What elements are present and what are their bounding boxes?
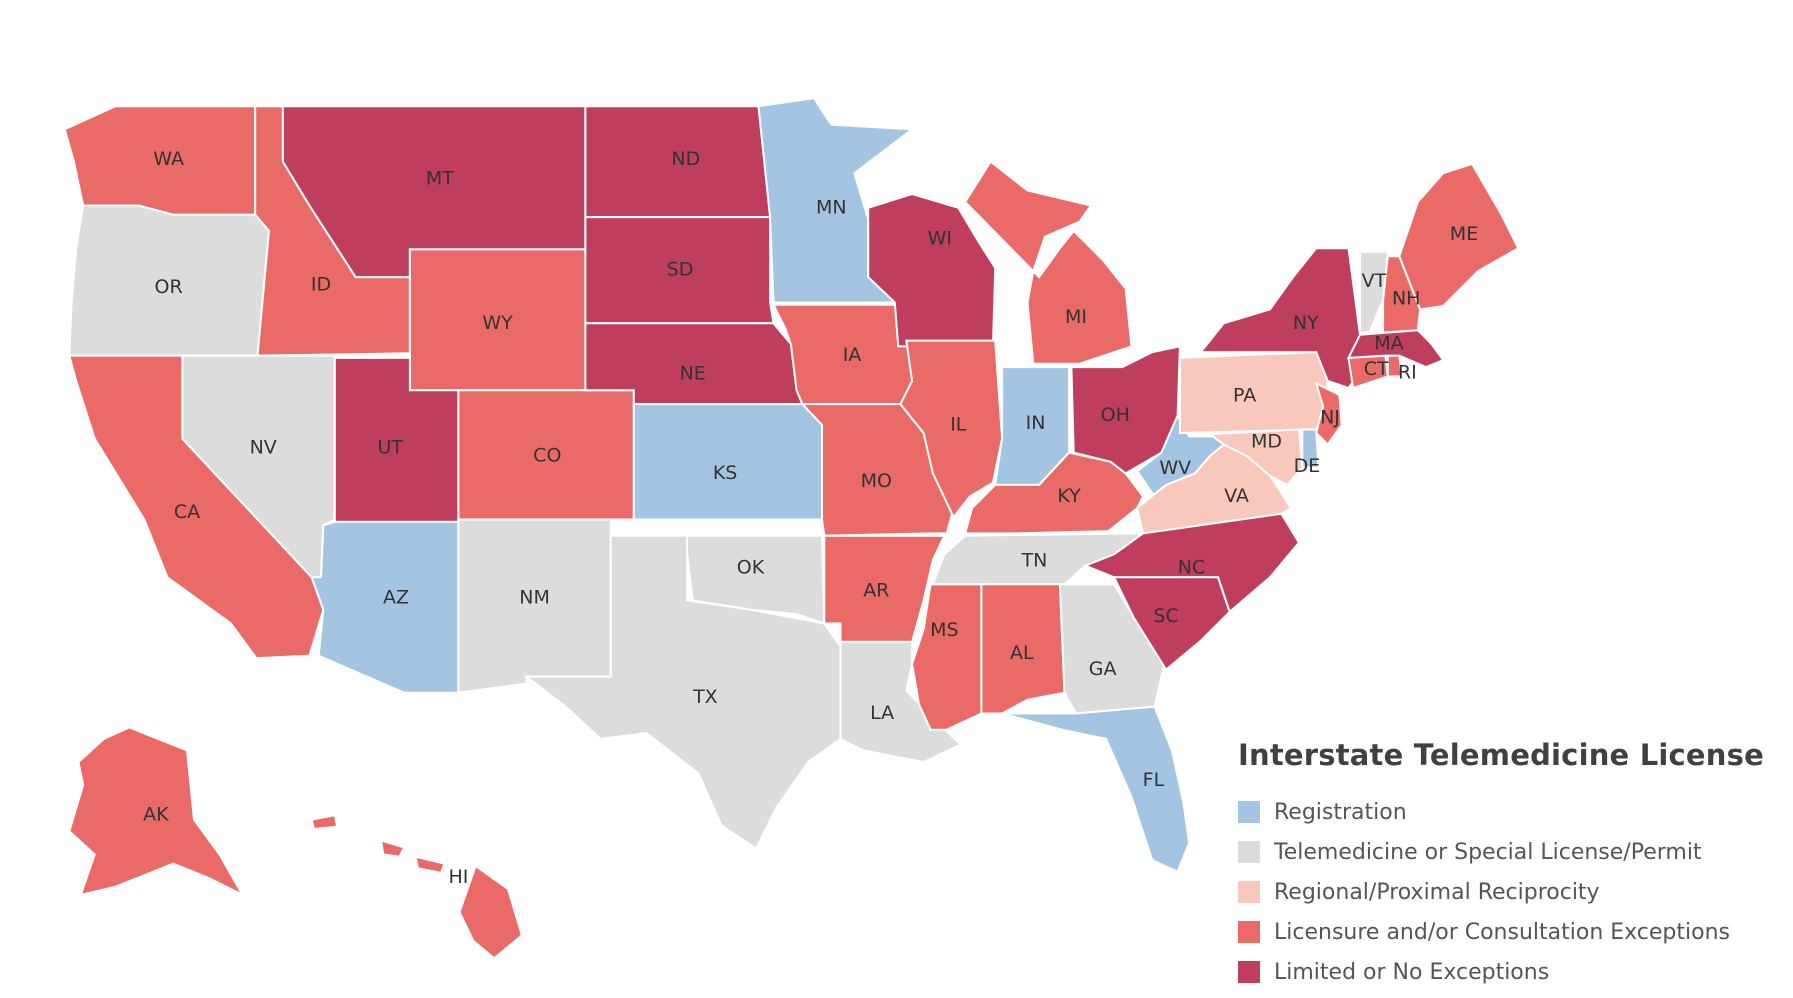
legend-item-limited[interactable]: Limited or No Exceptions [1238,952,1778,992]
state-ky[interactable] [963,451,1145,535]
state-label-nd: ND [671,148,700,170]
state-label-ks: KS [713,462,738,484]
legend-title: Interstate Telemedicine License [1238,738,1764,772]
legend: Interstate Telemedicine License Registra… [1238,738,1778,992]
state-label-nc: NC [1178,557,1205,579]
state-label-ne: NE [680,363,706,385]
state-label-il: IL [950,413,967,435]
state-label-ga: GA [1089,658,1117,680]
state-label-ri: RI [1398,361,1417,383]
legend-item-exceptions[interactable]: Licensure and/or Consultation Exceptions [1238,912,1778,952]
state-hi[interactable] [310,813,339,831]
state-label-vt: VT [1362,270,1387,292]
state-label-sc: SC [1153,605,1178,627]
state-label-ma: MA [1374,333,1403,355]
state-ny[interactable] [1198,247,1364,390]
state-label-tn: TN [1021,550,1048,572]
state-label-mn: MN [816,196,847,218]
legend-swatch-reciprocity [1238,881,1260,903]
state-label-ct: CT [1364,358,1389,380]
state-vt[interactable] [1359,250,1389,334]
legend-swatch-exceptions [1238,921,1260,943]
state-me[interactable] [1398,162,1520,311]
state-label-ms: MS [930,619,958,641]
state-md[interactable] [1207,428,1304,487]
state-label-wv: WV [1159,457,1191,479]
state-label-oh: OH [1101,404,1130,426]
state-label-nm: NM [519,587,550,609]
state-label-ut: UT [377,437,403,459]
state-label-sd: SD [667,259,694,281]
state-de[interactable] [1301,428,1320,469]
state-label-ak: AK [143,804,169,826]
state-label-mt: MT [426,168,454,190]
legend-item-reciprocity[interactable]: Regional/Proximal Reciprocity [1238,872,1778,912]
state-label-fl: FL [1143,769,1165,791]
state-label-id: ID [311,274,331,296]
state-label-ny: NY [1293,312,1319,334]
state-label-ok: OK [737,557,765,579]
state-label-mo: MO [861,470,892,492]
state-label-mi: MI [1065,306,1087,328]
legend-item-registration[interactable]: Registration [1238,792,1778,832]
state-ga[interactable] [1058,583,1168,715]
state-label-nv: NV [250,437,277,459]
state-sc[interactable] [1112,576,1231,672]
state-wi[interactable] [867,192,997,348]
legend-label: Limited or No Exceptions [1274,959,1550,985]
state-hi[interactable] [414,855,446,874]
state-label-wy: WY [482,312,513,334]
state-label-me: ME [1450,223,1478,245]
state-hi[interactable] [458,864,524,960]
state-label-hi: HI [448,866,468,888]
legend-swatch-special-license [1238,841,1260,863]
state-label-ky: KY [1057,485,1081,507]
state-label-co: CO [533,445,561,467]
state-label-al: AL [1010,642,1034,664]
state-label-ca: CA [174,501,200,523]
state-tx[interactable] [523,534,842,851]
legend-label: Licensure and/or Consultation Exceptions [1274,919,1730,945]
state-sd[interactable] [584,216,775,325]
state-label-md: MD [1251,431,1282,453]
legend-item-special-license[interactable]: Telemedicine or Special License/Permit [1238,832,1778,872]
legend-label: Registration [1274,799,1407,825]
state-label-ar: AR [863,580,889,602]
state-nj[interactable] [1314,381,1343,447]
state-label-or: OR [155,276,183,298]
state-il[interactable] [899,339,1004,520]
state-label-ia: IA [843,344,862,366]
state-label-tx: TX [692,686,718,708]
state-label-pa: PA [1233,385,1256,407]
state-fl[interactable] [1001,705,1191,874]
state-mi[interactable] [963,160,1133,365]
state-label-wi: WI [928,228,952,250]
state-label-az: AZ [383,587,409,609]
legend-label: Regional/Proximal Reciprocity [1274,879,1600,905]
state-label-nh: NH [1392,288,1421,310]
legend-swatch-limited [1238,961,1260,983]
state-label-wa: WA [153,148,184,170]
state-label-nj: NJ [1320,406,1340,428]
state-label-in: IN [1026,412,1046,434]
legend-label: Telemedicine or Special License/Permit [1274,839,1702,865]
state-hi[interactable] [379,839,406,858]
state-ma[interactable] [1346,329,1445,369]
state-label-va: VA [1224,485,1249,507]
state-ak[interactable] [68,726,246,898]
state-label-de: DE [1294,455,1321,477]
state-label-la: LA [870,702,894,724]
legend-swatch-registration [1238,801,1260,823]
